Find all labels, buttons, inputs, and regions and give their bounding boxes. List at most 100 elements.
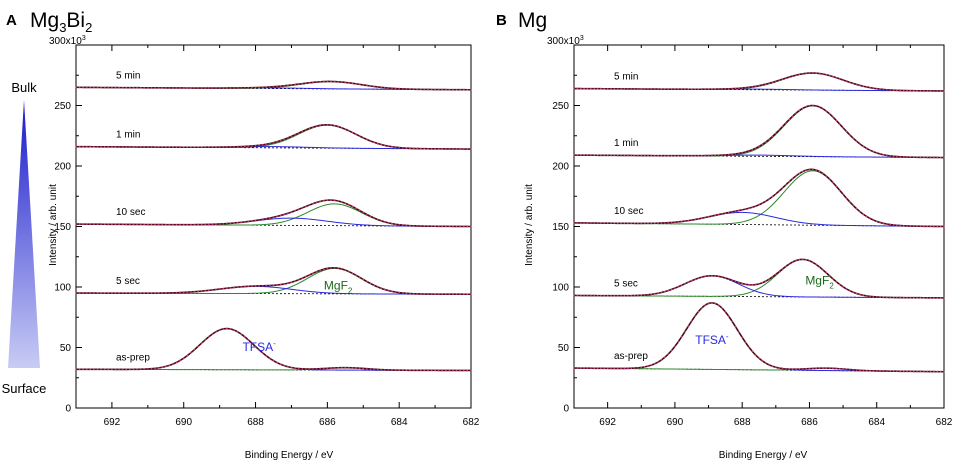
data-point xyxy=(168,364,171,367)
data-point xyxy=(330,80,332,83)
data-point xyxy=(164,87,167,89)
data-point xyxy=(764,141,767,143)
data-point xyxy=(899,89,902,92)
y-tick-label: 300x103 xyxy=(49,35,86,47)
data-point xyxy=(387,87,390,89)
data-point xyxy=(416,88,418,91)
data-point xyxy=(684,154,686,157)
data-point xyxy=(434,293,436,295)
data-point xyxy=(380,86,383,89)
data-point xyxy=(204,87,207,89)
data-point xyxy=(606,367,609,370)
data-point xyxy=(330,267,332,269)
data-point xyxy=(805,105,807,108)
data-point xyxy=(326,80,329,83)
x-tick-label: 686 xyxy=(801,417,818,428)
data-point xyxy=(405,147,408,149)
data-point xyxy=(842,193,844,196)
data-point xyxy=(175,87,178,89)
data-point xyxy=(107,86,110,89)
x-tick-label: 688 xyxy=(734,417,751,428)
data-point xyxy=(724,88,727,90)
data-point xyxy=(455,293,458,296)
data-point xyxy=(936,90,939,92)
data-point xyxy=(744,151,747,153)
data-point xyxy=(902,156,905,158)
data-point xyxy=(613,88,616,90)
data-point xyxy=(179,87,181,89)
data-point xyxy=(96,223,99,226)
data-point xyxy=(849,134,851,136)
data-point xyxy=(852,82,854,85)
data-point xyxy=(785,368,787,370)
data-point xyxy=(380,219,383,222)
data-point xyxy=(717,275,720,278)
data-point xyxy=(923,156,925,159)
data-point xyxy=(849,201,851,203)
data-point xyxy=(89,292,92,294)
data-point xyxy=(637,366,639,369)
data-point xyxy=(340,366,343,369)
data-point xyxy=(358,135,361,137)
data-point xyxy=(771,276,774,278)
data-point xyxy=(276,215,278,218)
data-point xyxy=(707,154,710,157)
data-point xyxy=(459,369,462,372)
data-point xyxy=(384,86,386,89)
data-point xyxy=(358,367,361,370)
data-point xyxy=(412,292,415,295)
data-point xyxy=(233,146,235,148)
data-point xyxy=(896,370,898,373)
data-point xyxy=(627,154,629,157)
data-point xyxy=(398,146,400,149)
data-point xyxy=(815,169,817,171)
data-point xyxy=(761,84,764,86)
data-point xyxy=(463,225,465,228)
data-point xyxy=(340,201,343,203)
data-point xyxy=(423,225,426,227)
data-point xyxy=(727,315,730,318)
data-point xyxy=(157,87,160,89)
y-tick-label: 150 xyxy=(552,222,569,233)
data-point xyxy=(215,288,217,291)
data-point xyxy=(842,286,844,288)
data-point xyxy=(100,145,102,148)
data-point xyxy=(398,87,400,90)
data-point xyxy=(791,177,794,180)
data-point xyxy=(287,84,289,87)
data-point xyxy=(229,146,232,148)
data-point xyxy=(333,124,336,127)
data-point xyxy=(125,292,128,294)
data-point xyxy=(254,345,257,348)
data-point xyxy=(785,265,787,268)
data-point xyxy=(801,368,804,370)
data-point xyxy=(899,370,902,373)
data-point xyxy=(909,296,912,299)
data-point xyxy=(272,216,275,219)
data-point xyxy=(222,287,225,290)
data-point xyxy=(828,275,831,277)
data-point xyxy=(690,88,693,91)
data-point xyxy=(200,146,203,149)
data-point xyxy=(427,369,429,372)
data-point xyxy=(340,126,343,129)
data-point xyxy=(859,143,861,145)
data-point xyxy=(610,222,612,225)
panel-b: B Mg Intensity / arb. unit Binding Energ… xyxy=(496,9,953,461)
data-point xyxy=(707,302,710,305)
data-point xyxy=(916,225,918,227)
data-point xyxy=(150,87,153,89)
data-point xyxy=(139,86,142,89)
data-point xyxy=(366,213,368,216)
data-point xyxy=(82,145,84,148)
data-point xyxy=(179,291,181,294)
data-point xyxy=(869,86,871,89)
data-point xyxy=(627,367,629,370)
data-point xyxy=(373,141,375,144)
data-point xyxy=(437,88,440,91)
data-point xyxy=(333,80,336,83)
data-point xyxy=(855,83,858,86)
data-point xyxy=(193,146,196,149)
data-point xyxy=(620,154,622,157)
